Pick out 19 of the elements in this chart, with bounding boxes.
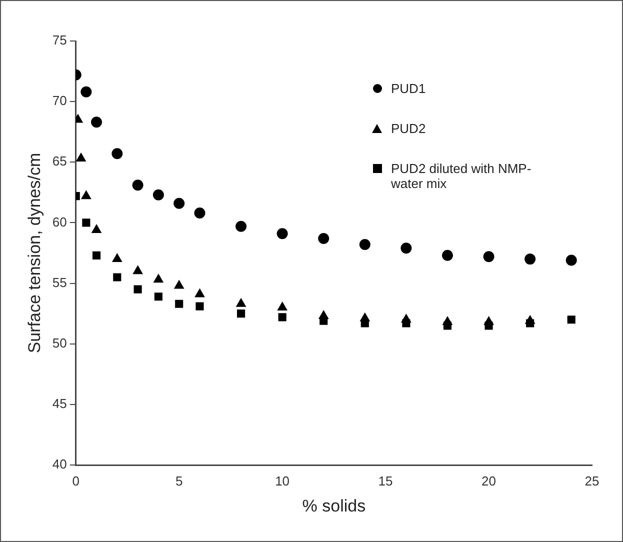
y-tick-label: 55: [52, 274, 67, 290]
y-tick-label: 70: [52, 93, 67, 108]
y-axis-title: Surface tension, dynes/cm: [24, 152, 44, 354]
y-tick-label: 50: [52, 335, 67, 350]
legend-label: PUD2: [391, 121, 426, 136]
x-tick-label: 5: [175, 473, 183, 488]
y-tick-label: 45: [52, 396, 67, 412]
y-tick-label: 60: [52, 214, 67, 230]
x-axis-title: % solids: [302, 496, 366, 516]
x-tick-label: 0: [72, 473, 80, 488]
y-tick-label: 65: [52, 154, 67, 169]
y-tick-label: 40: [52, 456, 67, 472]
legend-label: PUD2 diluted with NMP-water mix: [391, 161, 532, 191]
x-tick-label: 10: [275, 473, 290, 488]
legend-label: PUD1: [391, 81, 426, 96]
x-tick-label: 25: [584, 473, 600, 488]
x-tick-label: 20: [482, 473, 496, 488]
x-tick-label: 15: [378, 473, 393, 488]
y-tick-label: 75: [52, 32, 67, 48]
